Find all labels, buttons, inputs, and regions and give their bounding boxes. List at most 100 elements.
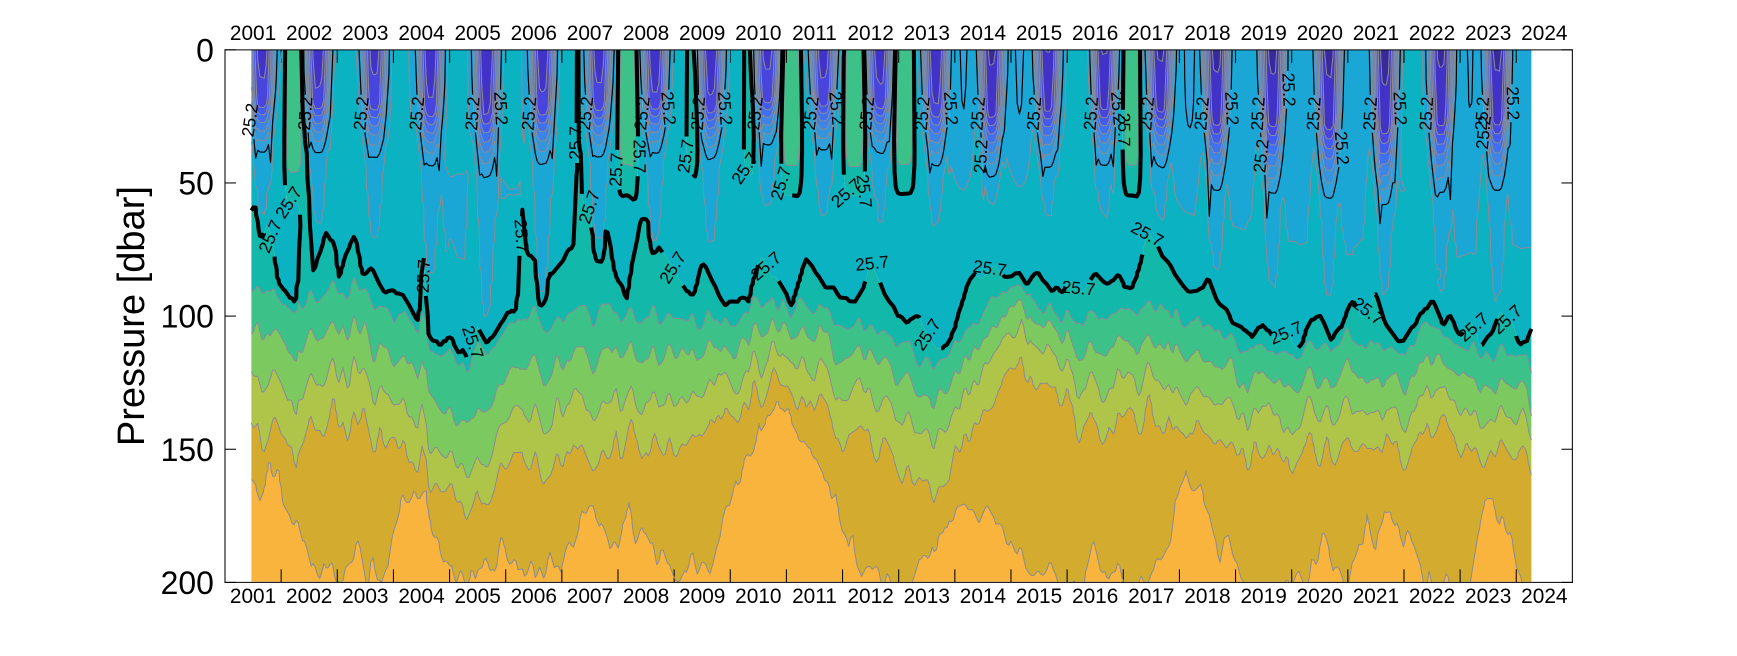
svg-text:25.7: 25.7 (673, 138, 698, 174)
svg-text:2017: 2017 (1128, 22, 1174, 45)
svg-text:2003: 2003 (342, 585, 388, 608)
svg-text:25.7: 25.7 (853, 173, 877, 209)
svg-text:25.2: 25.2 (970, 139, 992, 174)
svg-text:25.2: 25.2 (911, 96, 934, 132)
svg-text:25.2: 25.2 (1471, 96, 1493, 131)
svg-text:25.2: 25.2 (294, 96, 317, 131)
svg-text:2004: 2004 (398, 22, 444, 45)
svg-text:2003: 2003 (342, 22, 388, 45)
svg-text:25.2: 25.2 (1107, 91, 1130, 126)
svg-text:25.2: 25.2 (1023, 96, 1046, 131)
svg-text:2011: 2011 (792, 22, 837, 45)
svg-text:25.2: 25.2 (799, 95, 823, 131)
svg-text:2008: 2008 (623, 585, 669, 608)
svg-text:25.2: 25.2 (1415, 96, 1437, 131)
svg-text:2006: 2006 (511, 585, 557, 608)
svg-text:25.2: 25.2 (490, 91, 512, 126)
svg-text:25.2: 25.2 (1249, 138, 1273, 174)
svg-text:2022: 2022 (1409, 22, 1455, 45)
svg-text:2016: 2016 (1072, 22, 1118, 45)
svg-text:2023: 2023 (1465, 22, 1511, 45)
svg-text:25.7: 25.7 (1061, 277, 1096, 300)
svg-text:2013: 2013 (904, 22, 950, 45)
svg-text:2019: 2019 (1240, 22, 1286, 45)
svg-text:25.7: 25.7 (511, 218, 533, 253)
svg-text:25.2: 25.2 (1472, 115, 1495, 151)
svg-text:25.2: 25.2 (1331, 131, 1353, 166)
svg-text:2004: 2004 (398, 585, 444, 608)
svg-text:2007: 2007 (567, 585, 613, 608)
svg-text:2014: 2014 (960, 22, 1006, 45)
svg-text:2002: 2002 (286, 585, 332, 608)
svg-text:2010: 2010 (735, 585, 781, 608)
svg-text:2001: 2001 (230, 585, 276, 608)
svg-text:25.7: 25.7 (1114, 113, 1134, 147)
svg-text:2008: 2008 (623, 22, 669, 45)
svg-text:25.2: 25.2 (1190, 96, 1213, 131)
svg-text:25.7: 25.7 (605, 152, 627, 187)
svg-text:2011: 2011 (792, 585, 837, 608)
svg-text:25.2: 25.2 (461, 96, 483, 131)
svg-text:2021: 2021 (1353, 22, 1399, 45)
svg-text:25.2: 25.2 (1080, 96, 1103, 131)
svg-text:25.2: 25.2 (743, 95, 767, 131)
svg-text:2015: 2015 (1016, 585, 1062, 608)
svg-text:25.2: 25.2 (518, 96, 541, 131)
svg-text:2019: 2019 (1240, 585, 1286, 608)
svg-text:25.7: 25.7 (413, 259, 434, 294)
svg-text:50: 50 (178, 166, 214, 202)
svg-text:25.2: 25.2 (630, 95, 654, 131)
svg-text:25.2: 25.2 (657, 90, 680, 126)
svg-text:25.7: 25.7 (972, 256, 1008, 281)
svg-text:150: 150 (161, 432, 214, 468)
svg-text:25.2: 25.2 (1303, 96, 1325, 131)
svg-text:2023: 2023 (1465, 585, 1511, 608)
svg-text:2010: 2010 (735, 22, 781, 45)
svg-text:2006: 2006 (511, 22, 557, 45)
svg-text:2009: 2009 (679, 585, 725, 608)
svg-text:2024: 2024 (1521, 22, 1567, 45)
svg-text:2018: 2018 (1184, 22, 1230, 45)
svg-text:2002: 2002 (286, 22, 332, 45)
svg-text:25.2: 25.2 (1221, 91, 1243, 126)
svg-text:2014: 2014 (960, 585, 1006, 608)
svg-text:2022: 2022 (1409, 585, 1455, 608)
svg-text:25.2: 25.2 (966, 96, 989, 131)
svg-text:100: 100 (161, 299, 214, 335)
svg-text:0: 0 (196, 32, 214, 68)
svg-text:25.2: 25.2 (405, 96, 428, 131)
svg-text:25.2: 25.2 (1359, 96, 1381, 131)
svg-text:25.2: 25.2 (940, 91, 962, 126)
svg-text:25.2: 25.2 (687, 96, 709, 131)
svg-text:2016: 2016 (1072, 585, 1118, 608)
svg-text:25.2: 25.2 (349, 96, 372, 132)
svg-text:25.2: 25.2 (1247, 96, 1269, 131)
svg-text:Pressure [dbar]: Pressure [dbar] (111, 186, 153, 446)
svg-text:2020: 2020 (1297, 22, 1343, 45)
svg-text:2015: 2015 (1016, 22, 1062, 45)
svg-text:25.7: 25.7 (854, 251, 890, 274)
svg-text:2018: 2018 (1184, 585, 1230, 608)
svg-text:25.2: 25.2 (238, 102, 263, 138)
svg-text:25.2: 25.2 (825, 90, 848, 126)
svg-text:25.2: 25.2 (1135, 96, 1158, 131)
svg-text:25.7: 25.7 (565, 126, 585, 160)
svg-text:25.2: 25.2 (574, 96, 597, 132)
svg-text:25.7: 25.7 (630, 139, 650, 173)
svg-text:2017: 2017 (1128, 585, 1174, 608)
svg-text:25.2: 25.2 (714, 91, 737, 126)
svg-text:2013: 2013 (904, 585, 950, 608)
svg-text:2012: 2012 (847, 585, 893, 608)
svg-text:2005: 2005 (454, 22, 500, 45)
svg-text:25.2: 25.2 (1390, 91, 1411, 126)
svg-text:25.2: 25.2 (855, 96, 878, 131)
svg-text:2009: 2009 (679, 22, 725, 45)
svg-text:2005: 2005 (454, 585, 500, 608)
svg-text:2001: 2001 (230, 22, 276, 45)
svg-text:2020: 2020 (1297, 585, 1343, 608)
svg-text:25.2: 25.2 (1278, 72, 1299, 106)
svg-text:25.2: 25.2 (1503, 86, 1524, 120)
svg-text:2024: 2024 (1521, 585, 1567, 608)
svg-text:200: 200 (161, 565, 214, 601)
svg-text:2012: 2012 (847, 22, 893, 45)
